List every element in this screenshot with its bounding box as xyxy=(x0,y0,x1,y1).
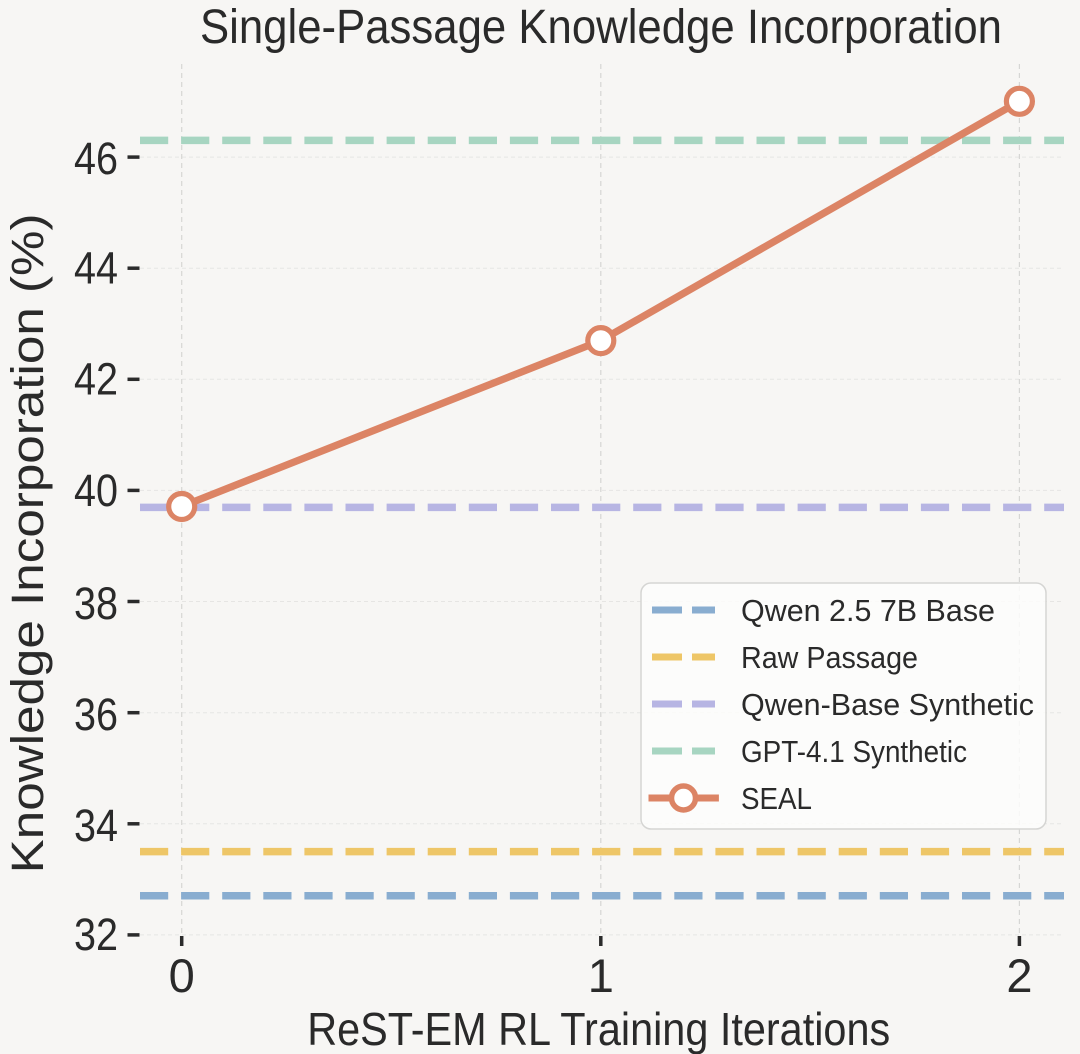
svg-text:ReST-EM RL Training Iterations: ReST-EM RL Training Iterations xyxy=(307,1003,890,1054)
svg-text:32: 32 xyxy=(74,909,118,960)
svg-text:46: 46 xyxy=(74,133,118,184)
svg-text:40: 40 xyxy=(74,465,118,516)
svg-text:Raw Passage: Raw Passage xyxy=(741,640,918,675)
svg-text:Qwen-Base Synthetic: Qwen-Base Synthetic xyxy=(741,687,1034,722)
svg-text:SEAL: SEAL xyxy=(741,781,812,816)
svg-text:2: 2 xyxy=(1006,949,1032,1002)
svg-text:GPT-4.1 Synthetic: GPT-4.1 Synthetic xyxy=(741,734,967,769)
svg-text:34: 34 xyxy=(74,800,118,851)
svg-text:36: 36 xyxy=(74,689,118,740)
svg-text:Single-Passage Knowledge Incor: Single-Passage Knowledge Incorporation xyxy=(200,1,1002,54)
svg-text:Knowledge Incorporation (%): Knowledge Incorporation (%) xyxy=(2,213,53,873)
svg-text:38: 38 xyxy=(74,578,118,629)
svg-text:44: 44 xyxy=(74,243,118,294)
svg-text:1: 1 xyxy=(588,949,614,1002)
svg-text:42: 42 xyxy=(74,353,118,404)
svg-text:Qwen 2.5 7B Base: Qwen 2.5 7B Base xyxy=(741,593,995,628)
svg-text:0: 0 xyxy=(169,949,195,1002)
